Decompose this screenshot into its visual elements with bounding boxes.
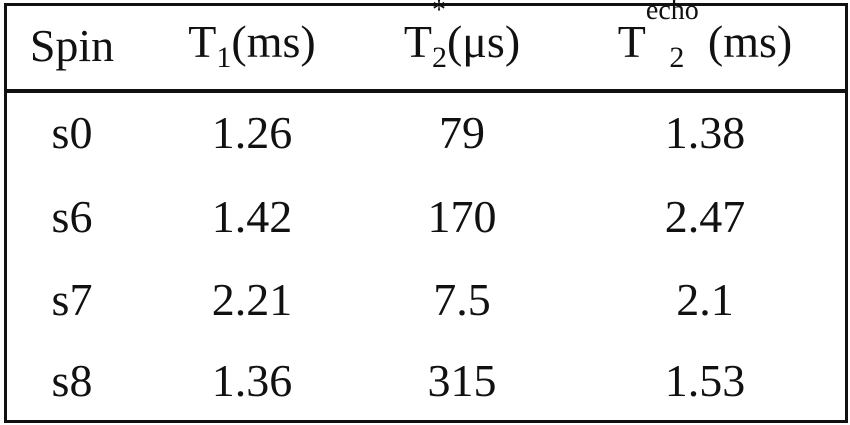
table-cell: 170 <box>427 191 497 242</box>
header-text: Spin <box>29 20 115 71</box>
table-cell: 2.1 <box>676 274 734 325</box>
header-superscript: echo <box>645 0 699 26</box>
table-cell: s7 <box>51 274 93 325</box>
table-cell: s0 <box>51 107 93 158</box>
table-cell: s6 <box>51 191 93 242</box>
table-cell: 315 <box>427 355 497 406</box>
header-scripts: 2 * <box>431 0 447 74</box>
table-cell: 79 <box>439 107 485 158</box>
header-unit: (μs) <box>446 16 521 67</box>
header-scripts: 2 echo <box>646 0 708 74</box>
header-subscript: 1 <box>216 41 232 74</box>
table-cell: 7.5 <box>433 274 491 325</box>
header-cell: T 2 echo (ms) <box>617 0 793 74</box>
table-cell: 1.26 <box>211 107 293 158</box>
header-unit: (ms) <box>707 16 793 67</box>
table-cell: 2.21 <box>211 274 293 325</box>
header-subscript: 2 <box>431 41 447 74</box>
header-unit: (ms) <box>231 16 316 67</box>
table-cell: 1.53 <box>664 355 746 406</box>
header-symbol: T <box>403 16 432 67</box>
header-cell: T1(ms) <box>188 19 315 73</box>
table-cell: 1.38 <box>664 107 746 158</box>
header-cell: T2 * (μs) <box>403 0 521 74</box>
table-cell: 1.42 <box>211 191 293 242</box>
header-cell: Spin <box>30 23 114 69</box>
header-scripts: 1 <box>216 19 231 73</box>
header-symbol: T <box>617 16 646 67</box>
header-superscript: * <box>431 0 446 26</box>
header-symbol: T <box>188 16 217 67</box>
table-cell: s8 <box>51 355 93 406</box>
header-rule <box>7 89 845 93</box>
table-cell: 2.47 <box>664 191 746 242</box>
header-subscript: 2 <box>669 41 685 74</box>
table-cell: 1.36 <box>211 355 293 406</box>
table-frame <box>4 3 848 423</box>
